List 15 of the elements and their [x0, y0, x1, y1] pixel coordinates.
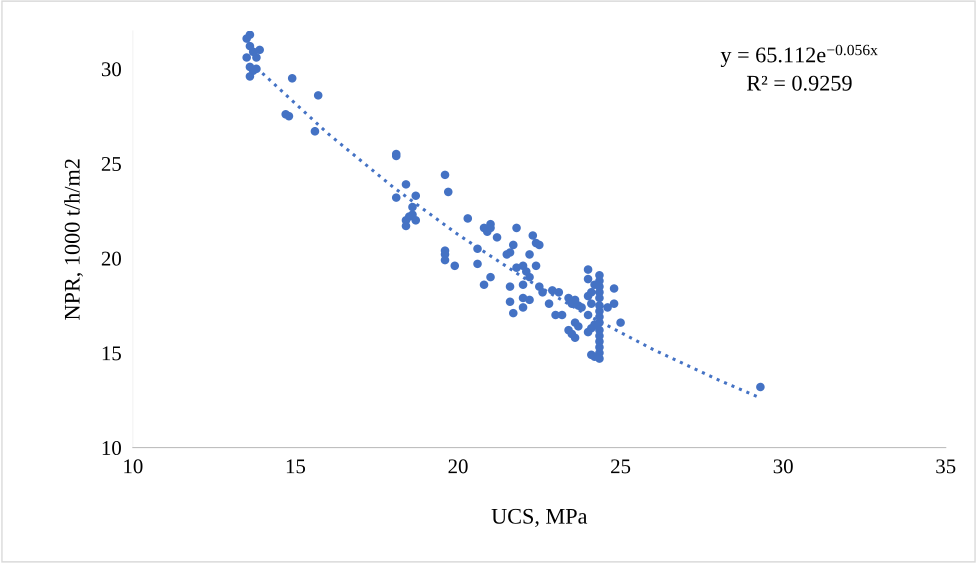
y-tick-label: 10	[102, 440, 121, 456]
x-tick-label: 20	[448, 459, 468, 474]
x-tick-label: 25	[611, 459, 630, 474]
y-tick-label: 20	[102, 252, 121, 266]
x-axis-title: UCS, MPa	[492, 508, 588, 527]
x-tick-label: 15	[286, 459, 306, 474]
y-tick-label: 30	[102, 62, 121, 76]
y-tick-label: 25	[102, 156, 121, 171]
y-tick-label: 15	[102, 346, 121, 360]
annotation: y = 65.112e$^{−0.056x}$	[720, 44, 878, 68]
x-tick-label: 10	[124, 459, 142, 474]
x-tick-label: 30	[774, 459, 793, 474]
annotation: R² = 0.9259	[746, 76, 852, 91]
x-tick-label: 35	[936, 459, 956, 474]
y-axis-title: NPR, 1000 t/h/m2	[64, 159, 83, 320]
